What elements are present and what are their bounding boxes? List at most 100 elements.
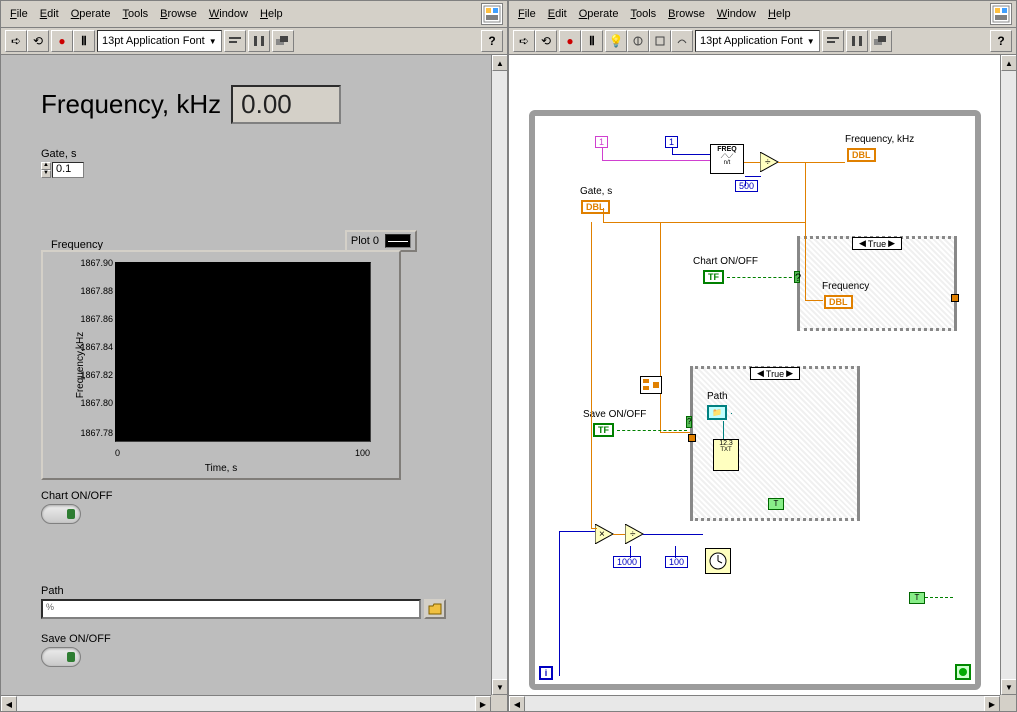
save-onoff-toggle[interactable]: [41, 647, 81, 667]
browse-button[interactable]: [424, 599, 446, 619]
multiply-node[interactable]: ×: [595, 524, 615, 544]
scrollbar-horizontal[interactable]: ◀ ▶: [509, 695, 1000, 711]
menu-window[interactable]: Window: [712, 6, 761, 22]
menu-help[interactable]: Help: [255, 6, 288, 22]
vi-icon[interactable]: [481, 3, 503, 25]
menu-browse[interactable]: Browse: [155, 6, 202, 22]
spin-down-icon[interactable]: ▼: [41, 170, 51, 178]
path-terminal[interactable]: 📁: [707, 405, 727, 420]
scrollbar-vertical[interactable]: ▲ ▼: [1000, 55, 1016, 695]
font-selector[interactable]: 13pt Application Font ▼: [97, 30, 222, 52]
menu-file[interactable]: File: [513, 6, 541, 22]
true-constant[interactable]: T: [768, 498, 784, 510]
constant-500[interactable]: 500: [735, 180, 758, 192]
scroll-down-icon[interactable]: ▼: [492, 679, 507, 695]
scroll-left-icon[interactable]: ◀: [509, 696, 525, 711]
vi-icon[interactable]: [990, 3, 1012, 25]
scroll-right-icon[interactable]: ▶: [475, 696, 491, 711]
abort-button[interactable]: ●: [51, 30, 73, 52]
block-diagram-area[interactable]: 1 1 FREQ ⟋⟍⟋ n/t ÷ 500 Frequ: [509, 55, 1016, 711]
run-button[interactable]: ➪: [513, 30, 535, 52]
scroll-up-icon[interactable]: ▲: [1001, 55, 1016, 71]
run-continuous-button[interactable]: ⟲: [27, 30, 49, 52]
wait-node[interactable]: [705, 548, 731, 574]
case-structure-save[interactable]: ◀ True ▶ Path 📁 12.3 TXT T: [690, 366, 860, 521]
scroll-left-icon[interactable]: ◀: [1, 696, 17, 711]
freq-function[interactable]: FREQ ⟋⟍⟋ n/t: [710, 144, 744, 174]
menubar-right: File Edit Operate Tools Browse Window He…: [509, 1, 1016, 28]
divide-node[interactable]: ÷: [760, 152, 780, 172]
run-button[interactable]: ➪: [5, 30, 27, 52]
scroll-right-icon[interactable]: ▶: [984, 696, 1000, 711]
pause-button[interactable]: Ⅱ: [581, 30, 603, 52]
retain-wires-button[interactable]: [627, 30, 649, 52]
constant-1[interactable]: 1: [595, 136, 608, 148]
spin-up-icon[interactable]: ▲: [41, 162, 51, 170]
font-selector[interactable]: 13pt Application Font ▼: [695, 30, 820, 52]
menu-tools[interactable]: Tools: [625, 6, 661, 22]
menu-operate[interactable]: Operate: [66, 6, 116, 22]
waveform-chart[interactable]: Frequency,kHz 1867.90 1867.88 1867.86 18…: [41, 250, 401, 480]
scrollbar-horizontal[interactable]: ◀ ▶: [1, 695, 491, 711]
gate-spinner[interactable]: ▲ ▼: [41, 162, 51, 178]
scroll-down-icon[interactable]: ▼: [1001, 679, 1016, 695]
freq-khz-terminal[interactable]: DBL: [847, 148, 876, 162]
divide-node-2[interactable]: ÷: [625, 524, 645, 544]
dropdown-icon: ▼: [209, 37, 217, 46]
loop-condition-terminal[interactable]: [955, 664, 971, 680]
constant-100[interactable]: 100: [665, 556, 688, 568]
save-onoff-terminal[interactable]: TF: [593, 423, 614, 437]
constant-1000[interactable]: 1000: [613, 556, 641, 568]
menu-operate[interactable]: Operate: [574, 6, 624, 22]
case-selector[interactable]: ◀ True ▶: [852, 237, 902, 250]
distribute-button[interactable]: [846, 30, 868, 52]
menu-edit[interactable]: Edit: [543, 6, 572, 22]
build-array-node[interactable]: [640, 376, 662, 394]
case-selector[interactable]: ◀ True ▶: [750, 367, 800, 380]
chart-onoff-terminal[interactable]: TF: [703, 270, 724, 284]
menu-window[interactable]: Window: [204, 6, 253, 22]
true-constant-loop[interactable]: T: [909, 592, 925, 604]
font-label: 13pt Application Font: [102, 35, 205, 47]
reorder-button[interactable]: [870, 30, 892, 52]
gate-label: Gate, s: [41, 148, 487, 160]
align-button[interactable]: [822, 30, 844, 52]
while-loop[interactable]: 1 1 FREQ ⟋⟍⟋ n/t ÷ 500 Frequ: [529, 110, 981, 690]
folder-icon: [428, 603, 442, 615]
block-diagram-pane: File Edit Operate Tools Browse Window He…: [508, 0, 1017, 712]
menu-tools[interactable]: Tools: [117, 6, 153, 22]
help-button[interactable]: ?: [481, 30, 503, 52]
write-spreadsheet-node[interactable]: 12.3 TXT: [713, 439, 739, 471]
menu-edit[interactable]: Edit: [35, 6, 64, 22]
gate-terminal[interactable]: DBL: [581, 200, 610, 214]
gate-input[interactable]: 0.1: [52, 162, 84, 178]
distribute-button[interactable]: [248, 30, 270, 52]
abort-button[interactable]: ●: [559, 30, 581, 52]
align-button[interactable]: [224, 30, 246, 52]
reorder-button[interactable]: [272, 30, 294, 52]
frequency-chart-terminal[interactable]: DBL: [824, 295, 853, 309]
case-structure-chart[interactable]: ◀ True ▶ Frequency DBL: [797, 236, 957, 331]
tunnel-icon: [688, 434, 696, 442]
menu-file[interactable]: FFileile: [5, 6, 33, 22]
scroll-up-icon[interactable]: ▲: [492, 55, 507, 71]
help-button[interactable]: ?: [990, 30, 1012, 52]
highlight-button[interactable]: 💡: [605, 30, 627, 52]
plot-swatch-icon: [385, 234, 411, 248]
dropdown-icon: ▼: [807, 37, 815, 46]
plot-legend[interactable]: Plot 0: [345, 230, 417, 252]
iteration-terminal[interactable]: i: [539, 666, 553, 680]
ytick: 1867.78: [73, 428, 113, 438]
pause-button[interactable]: Ⅱ: [73, 30, 95, 52]
step-into-button[interactable]: [649, 30, 671, 52]
svg-text:÷: ÷: [630, 529, 636, 540]
run-continuous-button[interactable]: ⟲: [535, 30, 557, 52]
chart-onoff-toggle[interactable]: [41, 504, 81, 524]
svg-text:×: ×: [599, 529, 605, 540]
path-input[interactable]: %: [41, 599, 421, 619]
constant-1b[interactable]: 1: [665, 136, 678, 148]
scrollbar-vertical[interactable]: ▲ ▼: [491, 55, 507, 695]
menu-browse[interactable]: Browse: [663, 6, 710, 22]
menu-help[interactable]: Help: [763, 6, 796, 22]
step-over-button[interactable]: [671, 30, 693, 52]
